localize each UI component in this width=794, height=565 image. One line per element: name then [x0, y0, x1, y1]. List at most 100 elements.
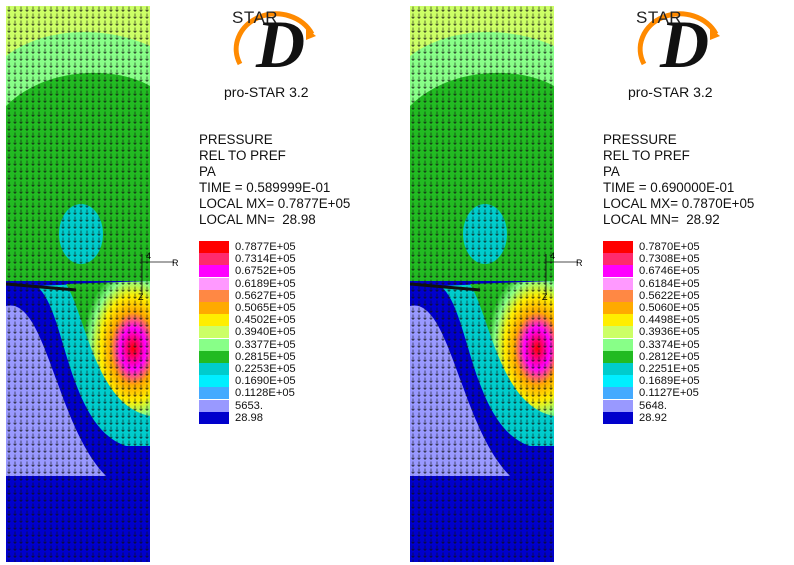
legend-value: 0.2251E+05 [639, 362, 700, 375]
legend-value: 5653. [235, 399, 263, 412]
info-local-max: LOCAL MX= 0.7870E+05 [603, 196, 755, 211]
legend-value: 0.1689E+05 [639, 375, 700, 388]
legend-swatch [603, 399, 633, 412]
legend-row: 0.2812E+05 [603, 350, 700, 363]
legend-value: 0.7877E+05 [235, 241, 296, 254]
legend-swatch [603, 326, 633, 339]
legend-value: 0.5627E+05 [235, 289, 296, 302]
legend-value: 28.92 [639, 411, 667, 424]
legend-swatch [199, 265, 229, 278]
legend-row: 0.1127E+05 [603, 387, 700, 400]
logo-star-text: STAR [636, 8, 683, 27]
legend-value: 0.7870E+05 [639, 241, 700, 254]
legend-value: 0.7308E+05 [639, 253, 700, 266]
legend-value: 0.6752E+05 [235, 265, 296, 278]
legend-row: 0.5627E+05 [199, 289, 296, 302]
legend-row: 0.6189E+05 [199, 277, 296, 290]
legend-swatch [199, 411, 229, 424]
legend-value: 0.2253E+05 [235, 362, 296, 375]
axis-label-r: R [172, 258, 179, 268]
legend-swatch [199, 277, 229, 290]
logo-star-text: STAR [232, 8, 279, 27]
info-local-max: LOCAL MX= 0.7877E+05 [199, 196, 351, 211]
legend-row: 0.3374E+05 [603, 338, 700, 351]
legend-value: 0.1127E+05 [639, 387, 699, 400]
legend-value: 0.2812E+05 [639, 350, 700, 363]
legend-swatch [199, 241, 229, 254]
legend-swatch [603, 362, 633, 375]
legend-row: 28.98 [199, 411, 296, 424]
legend-swatch [603, 241, 633, 254]
info-quantity: PRESSURE [603, 132, 677, 147]
logo-d-letter: D [256, 6, 306, 82]
legend-row: 0.4502E+05 [199, 314, 296, 327]
legend-swatch [603, 314, 633, 327]
pressure-contour-plot [410, 6, 554, 562]
legend-swatch [199, 350, 229, 363]
legend-row: 0.1128E+05 [199, 387, 296, 400]
axis-label-r: R [576, 258, 583, 268]
legend-swatch [603, 350, 633, 363]
legend-value: 0.1690E+05 [235, 375, 296, 388]
axis-label-z: Z [138, 292, 144, 302]
legend-swatch [199, 375, 229, 388]
legend-row: 0.4498E+05 [603, 314, 700, 327]
logo-version: pro-STAR 3.2 [628, 84, 713, 100]
legend-row: 0.3940E+05 [199, 326, 296, 339]
axis-triad [141, 254, 174, 294]
logo-version: pro-STAR 3.2 [224, 84, 309, 100]
axis-label-4: 4 [550, 251, 556, 261]
legend-swatch [603, 338, 633, 351]
color-legend: 0.7877E+05 0.7314E+05 0.6752E+05 0.6189E… [199, 241, 296, 424]
legend-swatch [603, 375, 633, 388]
info-unit: PA [199, 164, 216, 179]
legend-value: 0.6189E+05 [235, 277, 296, 290]
legend-swatch [603, 302, 633, 315]
legend-row: 0.2815E+05 [199, 350, 296, 363]
legend-swatch [199, 338, 229, 351]
info-time: TIME = 0.589999E-01 [199, 180, 331, 195]
legend-value: 0.2815E+05 [235, 350, 296, 363]
logo-swoosh-icon [233, 11, 316, 66]
legend-row: 5653. [199, 399, 296, 412]
legend-row: 5648. [603, 399, 700, 412]
legend-value: 0.6184E+05 [639, 277, 700, 290]
legend-row: 0.3936E+05 [603, 326, 700, 339]
legend-swatch [199, 302, 229, 315]
star-cd-logo: STAR D pro-STAR 3.2 [624, 4, 734, 104]
legend-swatch [199, 314, 229, 327]
axis-triad [545, 254, 578, 294]
logo-d-letter: D [660, 6, 710, 82]
color-legend: 0.7870E+05 0.7308E+05 0.6746E+05 0.6184E… [603, 241, 700, 424]
info-reference: REL TO PREF [603, 148, 690, 163]
result-panel-1: STAR D pro-STAR 3.2 PRESSURE REL TO PREF P… [0, 0, 390, 565]
legend-row: 0.7308E+05 [603, 253, 700, 266]
legend-value: 28.98 [235, 411, 263, 424]
legend-swatch [603, 265, 633, 278]
legend-swatch [199, 326, 229, 339]
legend-value: 0.3374E+05 [639, 338, 700, 351]
legend-row: 0.5060E+05 [603, 302, 700, 315]
legend-swatch [603, 387, 633, 400]
legend-row: 0.1690E+05 [199, 375, 296, 388]
axis-label-z: Z [542, 292, 548, 302]
legend-row: 0.3377E+05 [199, 338, 296, 351]
result-panel-2: STAR D pro-STAR 3.2 PRESSURE REL TO PREF P… [404, 0, 794, 565]
legend-row: 0.1689E+05 [603, 375, 700, 388]
info-time: TIME = 0.690000E-01 [603, 180, 735, 195]
info-unit: PA [603, 164, 620, 179]
legend-value: 0.3377E+05 [235, 338, 296, 351]
legend-row: 0.6184E+05 [603, 277, 700, 290]
star-cd-logo: STAR D pro-STAR 3.2 [220, 4, 330, 104]
legend-row: 0.7877E+05 [199, 241, 296, 254]
info-quantity: PRESSURE [199, 132, 273, 147]
info-block: PRESSURE REL TO PREF PA TIME = 0.690000E-01… [603, 132, 754, 228]
legend-value: 0.3940E+05 [235, 326, 296, 339]
legend-row: 0.6752E+05 [199, 265, 296, 278]
info-local-min: LOCAL MN= 28.92 [603, 212, 720, 227]
legend-row: 0.5622E+05 [603, 289, 700, 302]
legend-value: 0.4502E+05 [235, 314, 296, 327]
legend-row: 0.7870E+05 [603, 241, 700, 254]
legend-row: 0.2251E+05 [603, 362, 700, 375]
legend-swatch [603, 253, 633, 266]
